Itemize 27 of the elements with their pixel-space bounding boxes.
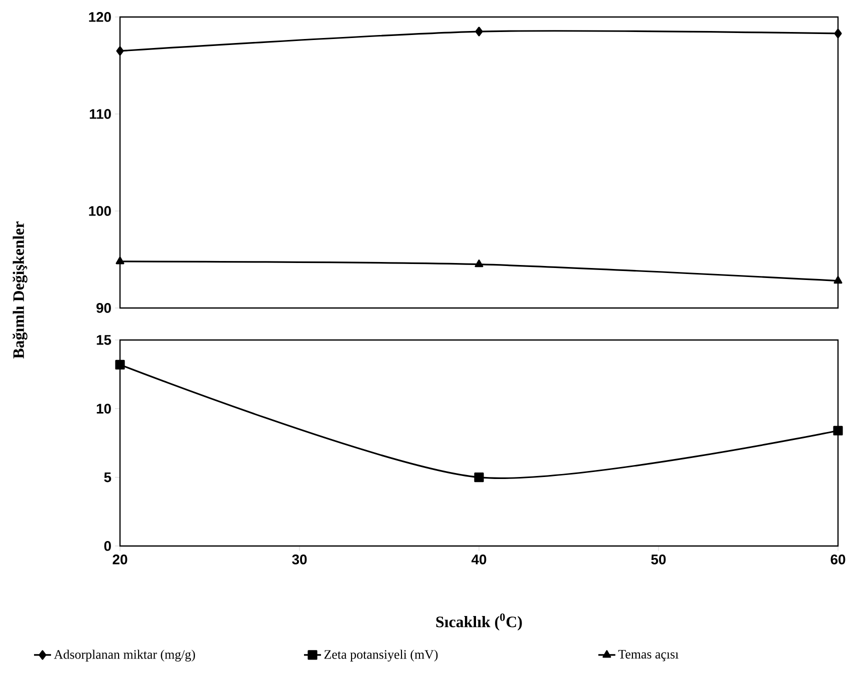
legend-label: Adsorplanan miktar (mg/g) — [54, 650, 195, 662]
y-tick-label: 110 — [90, 109, 111, 119]
y-tick-label: 100 — [89, 206, 111, 216]
point — [834, 28, 842, 38]
point — [474, 260, 484, 268]
y-tick-label: 120 — [89, 12, 111, 22]
point — [116, 46, 124, 56]
point — [833, 426, 843, 436]
x-tick-label: 40 — [471, 554, 486, 564]
y-axis-title: Bağımlı Değişkenler — [12, 221, 28, 359]
point — [475, 26, 483, 36]
legend-label: Temas açısı — [618, 650, 678, 662]
y-tick-label: 15 — [96, 335, 112, 345]
point — [474, 472, 484, 482]
x-tick-label: 50 — [651, 554, 666, 564]
y-tick-label: 90 — [96, 303, 111, 313]
y-tick-label: 10 — [96, 404, 111, 414]
point — [116, 256, 124, 264]
x-tick-label: 30 — [292, 554, 307, 564]
point — [115, 360, 125, 370]
point — [834, 276, 842, 284]
y-tick-label: 5 — [104, 472, 112, 482]
x-axis-title: Sıcaklık ($^{0}$C) — [436, 613, 522, 631]
x-tick-label: 20 — [112, 554, 128, 564]
y-tick-label: 0 — [104, 541, 111, 551]
legend-label: Zeta potansiyeli (mV) — [324, 650, 438, 662]
x-tick-label: 60 — [830, 554, 846, 564]
